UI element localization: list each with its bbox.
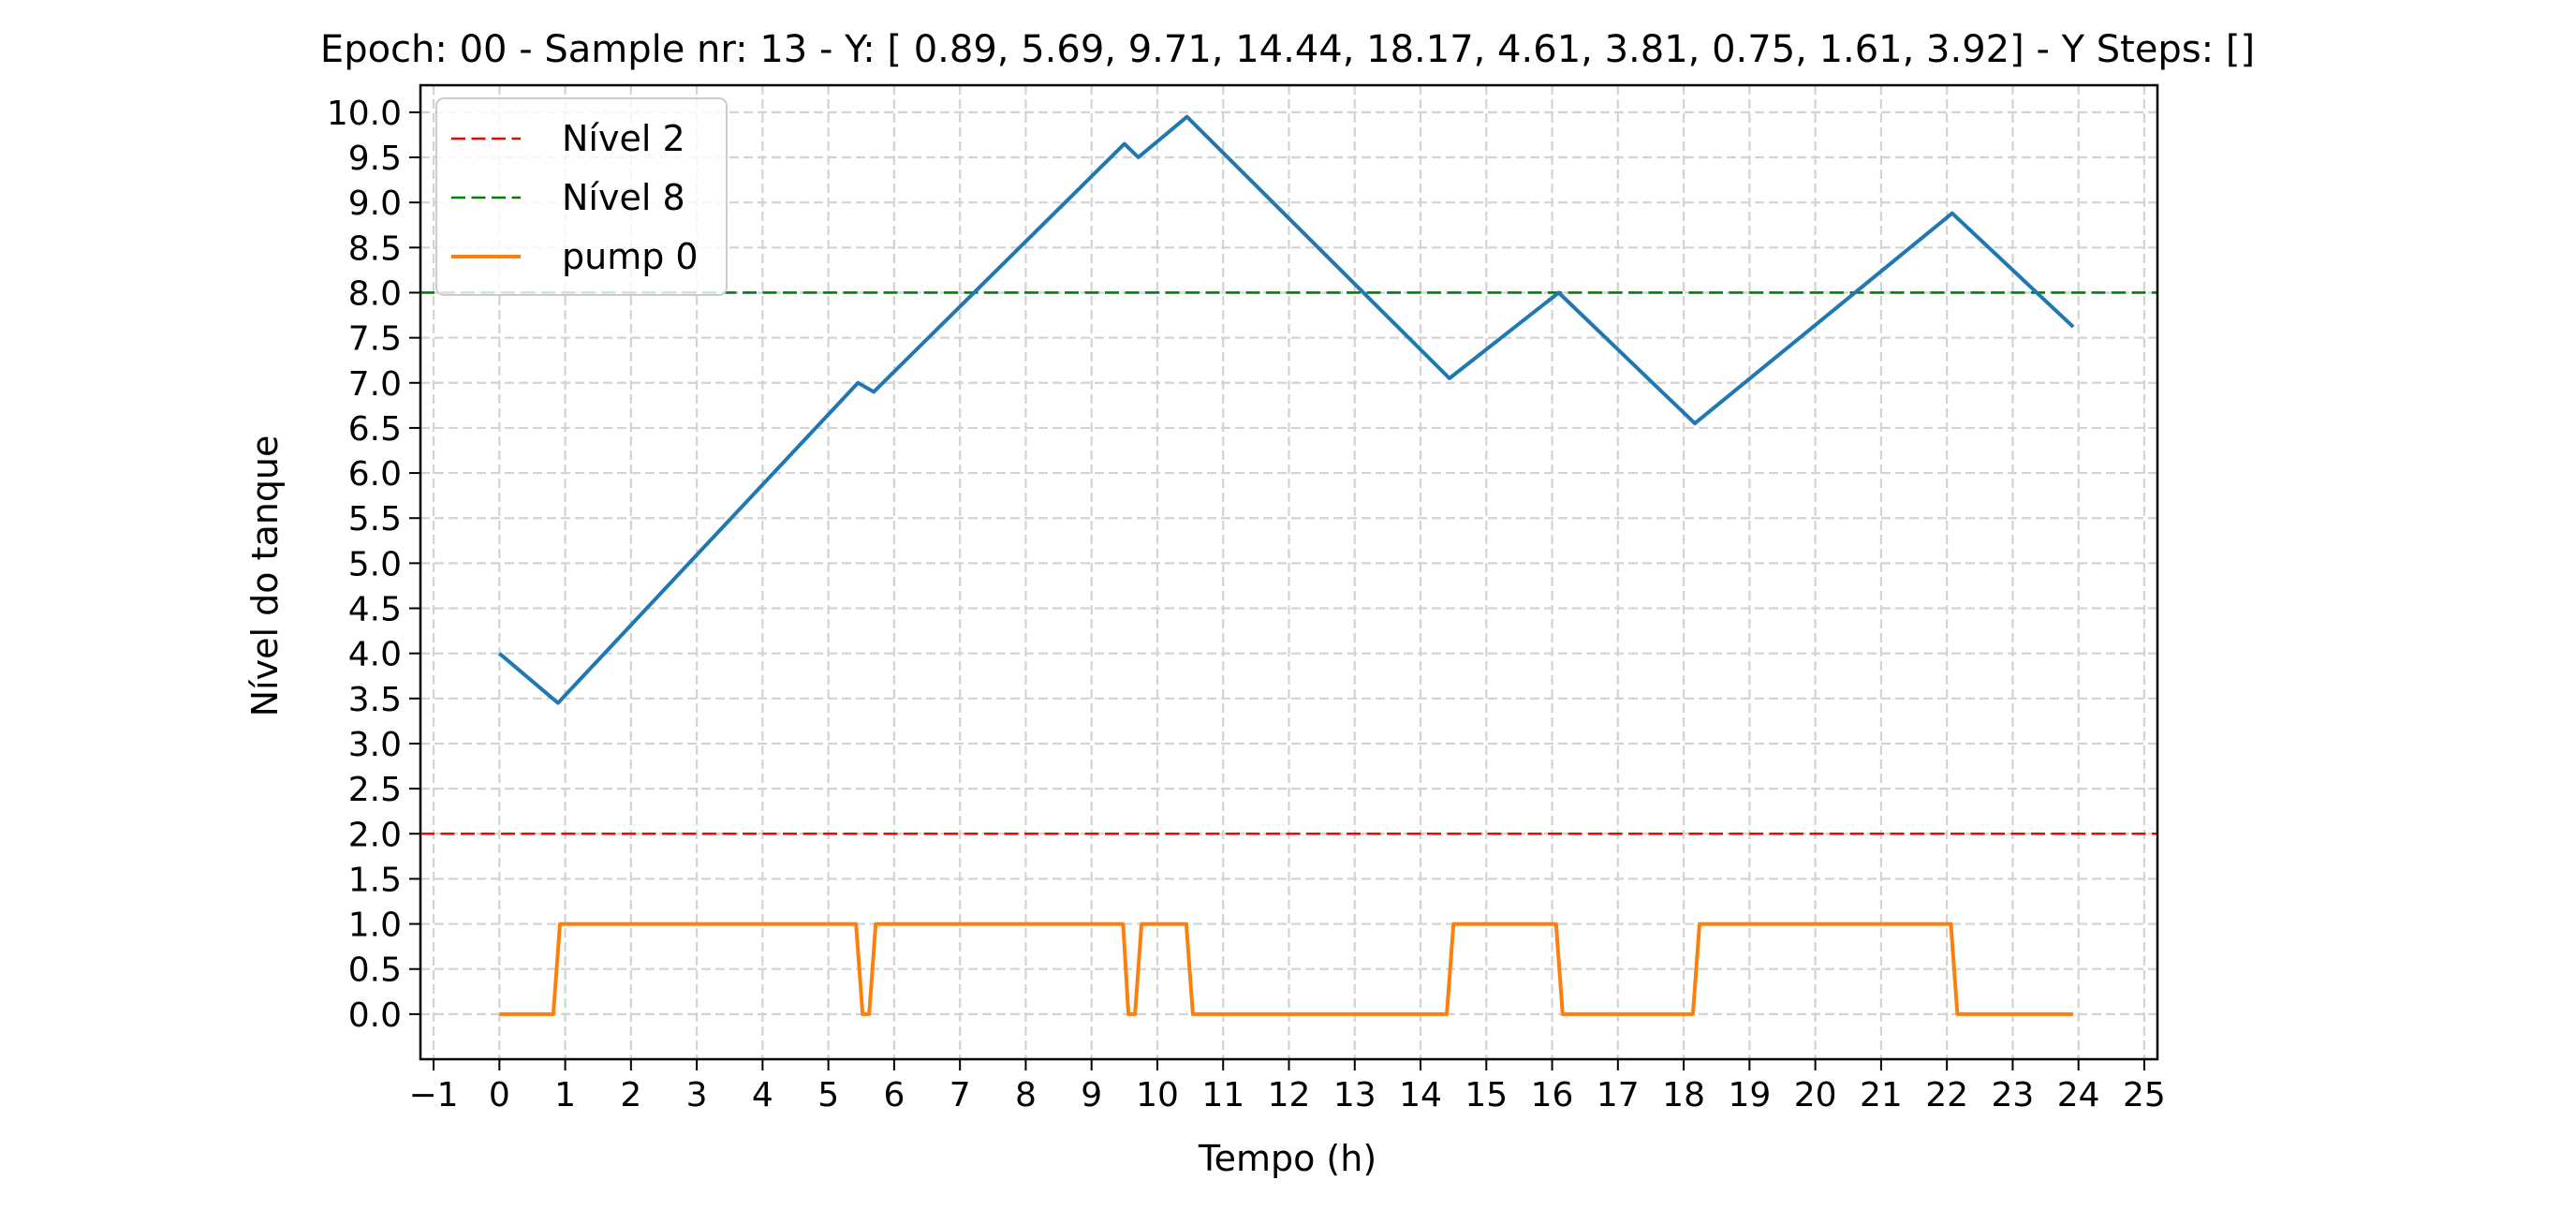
- y-tick-label: 6.5: [348, 410, 402, 449]
- x-tick-label: 13: [1333, 1076, 1376, 1114]
- y-tick-label: 10.0: [327, 95, 402, 133]
- x-axis-ticks: −1 0 1 2 3 4 5 6 7 8 9 10 11 12 13 14 15 16 17 18 19 20 21 22 23…: [409, 1059, 2166, 1114]
- x-tick-label: 24: [2057, 1076, 2100, 1114]
- x-tick-label: 19: [1728, 1076, 1771, 1114]
- x-tick-label: 15: [1465, 1076, 1508, 1114]
- y-tick-label: 4.0: [348, 636, 402, 674]
- y-tick-label: 2.5: [348, 771, 402, 809]
- series-line: [499, 922, 2074, 1016]
- series-lines: [498, 114, 2075, 1016]
- y-tick-label: 0.0: [348, 996, 402, 1035]
- x-tick-label: 0: [489, 1076, 510, 1114]
- y-tick-label: 8.5: [348, 229, 402, 268]
- y-tick-label: 7.0: [348, 365, 402, 404]
- y-tick-label: 9.5: [348, 140, 402, 178]
- legend-box: [435, 97, 728, 296]
- x-tick-label: 18: [1662, 1076, 1705, 1114]
- x-tick-label: 7: [949, 1076, 971, 1114]
- y-tick-label: 1.5: [348, 861, 402, 899]
- x-tick-label: 17: [1597, 1076, 1640, 1114]
- x-tick-label: −1: [409, 1076, 459, 1114]
- x-tick-label: 20: [1794, 1076, 1837, 1114]
- y-tick-label: 0.5: [348, 952, 402, 990]
- series-line: [498, 114, 2075, 705]
- x-tick-label: 1: [554, 1076, 576, 1114]
- y-tick-label: 8.0: [348, 274, 402, 313]
- x-tick-label: 14: [1399, 1076, 1442, 1114]
- x-tick-label: 11: [1201, 1076, 1244, 1114]
- legend-label: Nível 2: [562, 118, 685, 159]
- y-axis-ticks: 0.0 0.5 1.0 1.5 2.0 2.5 3.0 3.5 4.0 4.5 5.0 5.5 6.0 6…: [327, 95, 420, 1035]
- x-tick-label: 2: [620, 1076, 641, 1114]
- x-tick-label: 6: [883, 1076, 905, 1114]
- y-axis-label: Nível do tanque: [244, 435, 286, 717]
- x-tick-label: 5: [817, 1076, 839, 1114]
- x-tick-label: 16: [1531, 1076, 1574, 1114]
- chart-title: Epoch: 00 - Sample nr: 13 - Y: [ 0.89, 5…: [320, 28, 2255, 71]
- x-tick-label: 9: [1081, 1076, 1102, 1114]
- x-tick-label: 21: [1860, 1076, 1903, 1114]
- y-tick-label: 9.0: [348, 184, 402, 223]
- x-tick-label: 10: [1136, 1076, 1179, 1114]
- x-tick-label: 22: [1925, 1076, 1968, 1114]
- x-tick-label: 8: [1015, 1076, 1037, 1114]
- y-tick-label: 7.5: [348, 320, 402, 359]
- x-axis-label: Tempo (h): [1198, 1138, 1376, 1179]
- y-tick-label: 3.0: [348, 726, 402, 764]
- y-tick-label: 5.0: [348, 545, 402, 583]
- x-tick-label: 3: [686, 1076, 708, 1114]
- y-tick-label: 6.0: [348, 455, 402, 494]
- y-tick-label: 3.5: [348, 681, 402, 719]
- y-tick-label: 5.5: [348, 500, 402, 539]
- y-tick-label: 2.0: [348, 816, 402, 854]
- legend-label: pump 0: [562, 236, 699, 277]
- x-tick-label: 4: [752, 1076, 773, 1114]
- legend-label: Nível 8: [562, 177, 685, 218]
- x-tick-label: 12: [1268, 1076, 1311, 1114]
- y-tick-label: 1.0: [348, 907, 402, 945]
- y-tick-label: 4.5: [348, 591, 402, 629]
- x-tick-label: 25: [2123, 1076, 2166, 1114]
- x-tick-label: 23: [1992, 1076, 2035, 1114]
- legend: Nível 2 Nível 8 pump 0: [435, 97, 728, 296]
